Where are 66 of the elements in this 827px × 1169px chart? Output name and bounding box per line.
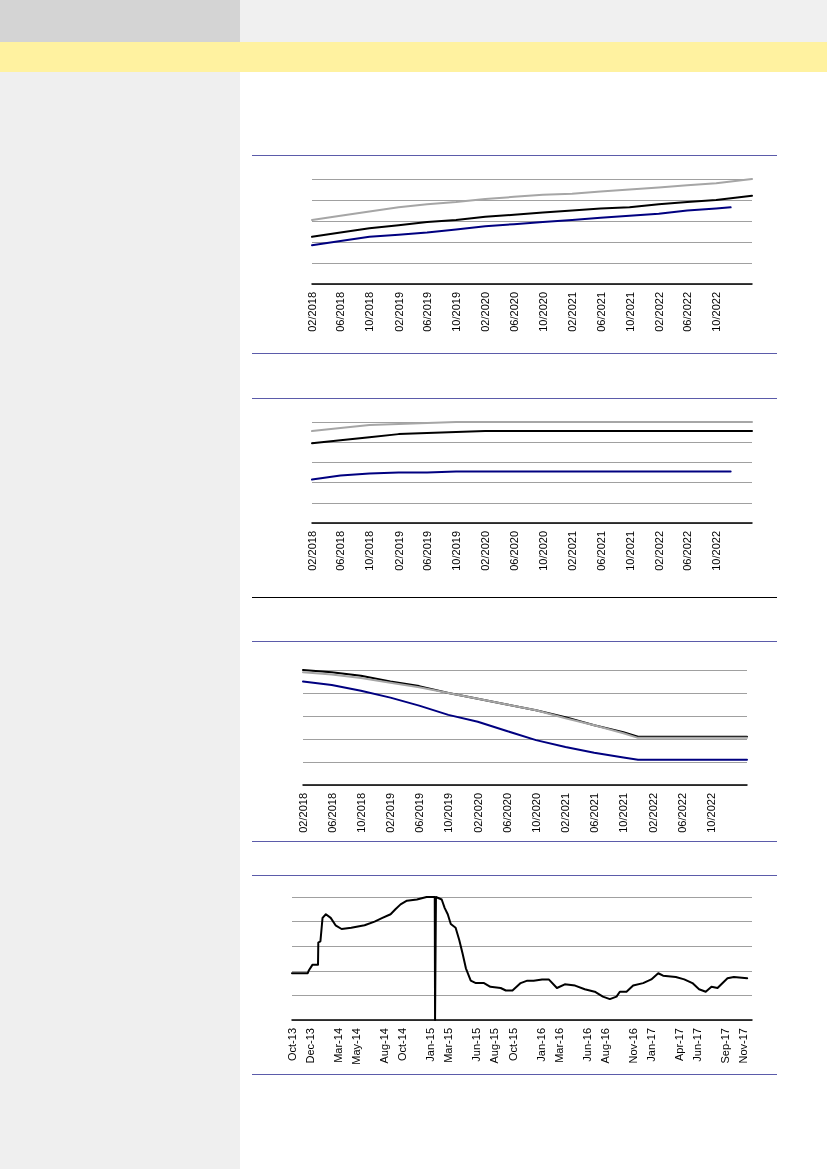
x-tick-label: 06/2020 [507, 292, 520, 332]
x-tick-label: 10/2022 [710, 292, 723, 332]
x-tick-label: 06/2022 [681, 292, 694, 332]
x-tick-label: Aug-14 [377, 1028, 390, 1064]
x-tick-label: 10/2022 [710, 531, 723, 571]
x-tick-label: Apr-17 [672, 1028, 685, 1062]
x-tick-label: 02/2018 [306, 292, 318, 332]
x-tick-label: 06/2022 [681, 531, 694, 571]
x-tick-label: 10/2022 [704, 793, 717, 833]
x-tick-label: 02/2020 [479, 292, 492, 332]
x-tick-label: 10/2019 [450, 531, 463, 571]
x-tick-label: 02/2022 [652, 292, 665, 332]
x-tick-label: Aug-15 [488, 1028, 501, 1064]
x-tick-label: 10/2021 [617, 793, 630, 833]
x-tick-label: 06/2018 [325, 793, 338, 833]
x-tick-label: 10/2021 [623, 292, 636, 332]
x-tick-label: 02/2019 [392, 531, 405, 571]
x-tick-label: 02/2021 [559, 793, 572, 833]
x-tick-label: May-14 [350, 1028, 363, 1065]
x-tick-label: 02/2020 [471, 793, 484, 833]
x-tick-label: 02/2021 [566, 292, 579, 332]
x-tick-label: 06/2022 [675, 793, 688, 833]
x-tick-label: 02/2020 [479, 531, 492, 571]
x-tick-label: Sep-17 [718, 1028, 731, 1064]
x-tick-label: 10/2021 [623, 531, 636, 571]
x-tick-label: 10/2020 [536, 531, 549, 571]
x-tick-label: 06/2019 [421, 531, 434, 571]
x-tick-label: 06/2018 [334, 531, 347, 571]
x-tick-label: Jun-17 [690, 1028, 703, 1062]
x-tick-label: 02/2022 [652, 531, 665, 571]
x-tick-label: 10/2020 [530, 793, 543, 833]
x-tick-label: 02/2022 [646, 793, 659, 833]
x-tick-label: 06/2021 [594, 531, 607, 571]
x-tick-label: Mar-16 [552, 1028, 565, 1063]
x-tick-label: 02/2019 [384, 793, 397, 833]
x-tick-label: Oct-14 [396, 1028, 409, 1062]
x-tick-label: Oct-13 [286, 1028, 298, 1062]
x-tick-label: 02/2019 [392, 292, 405, 332]
x-tick-label: 06/2019 [413, 793, 426, 833]
x-tick-label: 02/2021 [566, 531, 579, 571]
x-tick-label: 06/2020 [507, 531, 520, 571]
x-tick-label: Jan-16 [534, 1028, 547, 1062]
x-tick-label: 10/2018 [354, 793, 367, 833]
x-tick-label: Jan-15 [424, 1028, 437, 1062]
x-tick-label: 10/2018 [363, 292, 376, 332]
x-tick-label: Nov-16 [626, 1028, 639, 1064]
x-tick-label: 06/2021 [594, 292, 607, 332]
x-tick-label: Mar-15 [442, 1028, 455, 1063]
x-tick-label: Nov-17 [737, 1028, 750, 1064]
x-tick-label: Jan-17 [645, 1028, 658, 1062]
x-tick-label: 10/2019 [450, 292, 463, 332]
x-tick-label: 06/2020 [500, 793, 513, 833]
x-tick-label: 06/2021 [588, 793, 601, 833]
x-tick-label: Mar-14 [331, 1028, 344, 1063]
x-tick-label: 10/2019 [442, 793, 455, 833]
x-tick-label: 02/2018 [297, 793, 309, 833]
x-tick-label: 02/2018 [306, 531, 318, 571]
x-tick-label: Jun-15 [469, 1028, 482, 1062]
x-tick-label: Dec-13 [304, 1028, 317, 1064]
x-tick-label: Oct-15 [506, 1028, 519, 1062]
x-tick-label: Jun-16 [580, 1028, 593, 1062]
x-tick-label: 06/2018 [334, 292, 347, 332]
x-tick-label: 06/2019 [421, 292, 434, 332]
x-tick-label: 10/2018 [363, 531, 376, 571]
x-tick-label: 10/2020 [536, 292, 549, 332]
x-tick-label: Aug-16 [599, 1028, 612, 1064]
